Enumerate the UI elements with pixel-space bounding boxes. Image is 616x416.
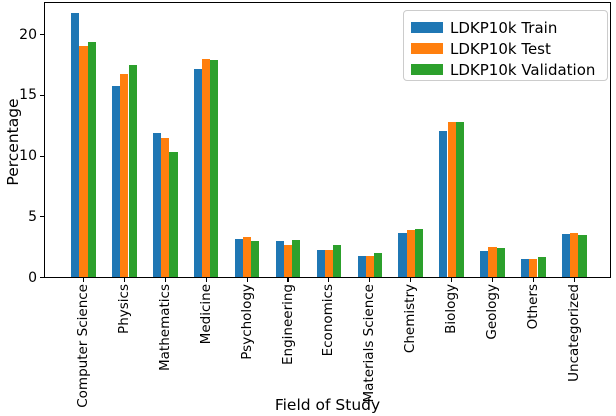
x-tick-label: Economics <box>320 283 337 356</box>
bar <box>128 65 137 278</box>
x-tick-mark <box>123 278 125 282</box>
legend-item: LDKP10k Train <box>404 17 607 38</box>
bar <box>562 233 571 278</box>
legend-label: LDKP10k Train <box>450 18 558 37</box>
bar <box>578 235 587 278</box>
x-tick-mark <box>532 278 534 282</box>
y-tick-mark <box>40 216 44 218</box>
x-tick-label: Computer Science <box>75 283 91 408</box>
legend-label: LDKP10k Validation <box>450 60 596 79</box>
y-tick-label: 15 <box>19 87 37 104</box>
x-tick-label: Materials Science <box>361 283 378 403</box>
bar <box>521 259 530 278</box>
x-tick-mark <box>573 278 575 282</box>
legend-item: LDKP10k Test <box>404 38 607 59</box>
bar <box>480 250 489 278</box>
y-axis-label: Percentage <box>4 98 22 186</box>
bar <box>112 85 121 278</box>
bar <box>234 238 243 278</box>
legend-item: LDKP10k Validation <box>404 59 607 80</box>
y-tick-label: 10 <box>19 148 37 165</box>
x-tick-mark <box>491 278 494 282</box>
bar <box>243 237 252 278</box>
x-tick-label: Physics <box>115 283 132 334</box>
bar <box>570 232 579 278</box>
bar <box>406 230 415 278</box>
x-tick-mark <box>205 278 207 282</box>
bar <box>398 232 407 278</box>
legend-label: LDKP10k Test <box>450 39 551 58</box>
bar <box>439 130 448 278</box>
bar <box>316 249 325 278</box>
y-tick-mark <box>40 94 44 97</box>
y-tick-label: 5 <box>28 208 37 225</box>
x-tick-mark <box>246 278 248 282</box>
x-tick-label: Geology <box>484 283 500 340</box>
x-tick-mark <box>328 278 330 282</box>
bar <box>447 122 456 278</box>
y-tick-label: 0 <box>28 269 37 286</box>
x-tick-mark <box>164 278 166 282</box>
y-tick-mark <box>40 276 44 279</box>
bar <box>292 239 301 278</box>
x-tick-label: Mathematics <box>156 283 173 371</box>
bar <box>79 45 88 278</box>
y-tick-mark <box>40 34 44 36</box>
bar <box>333 244 342 278</box>
x-tick-mark <box>410 278 412 282</box>
legend-swatch-icon <box>411 22 443 33</box>
x-axis-label: Field of Study <box>274 396 381 414</box>
legend-swatch-icon <box>411 43 443 54</box>
x-tick-label: Biology <box>443 283 460 334</box>
plot-area <box>44 2 611 278</box>
x-tick-mark <box>82 278 85 282</box>
x-tick-label: Uncategorized <box>565 283 582 382</box>
bar <box>488 247 497 278</box>
x-tick-label: Medicine <box>197 283 214 344</box>
bar <box>120 73 129 278</box>
bar <box>373 253 383 278</box>
y-tick-mark <box>40 155 44 157</box>
bar <box>283 244 293 278</box>
x-tick-label: Others <box>524 283 541 329</box>
bar <box>169 152 178 278</box>
x-tick-mark <box>451 278 453 282</box>
bar <box>357 255 366 278</box>
bar <box>161 137 170 278</box>
bar <box>202 59 211 278</box>
bar <box>324 249 333 278</box>
bar <box>529 259 538 278</box>
x-tick-label: Psychology <box>238 283 255 360</box>
bar <box>455 122 464 278</box>
bar <box>496 248 505 278</box>
bar <box>87 42 96 278</box>
bar <box>153 133 162 278</box>
x-tick-label: Chemistry <box>402 283 419 353</box>
x-tick-label: Engineering <box>279 283 296 365</box>
bar <box>71 12 80 278</box>
bar <box>251 241 260 278</box>
bar <box>365 255 374 278</box>
x-tick-mark <box>287 278 289 282</box>
y-tick-label: 20 <box>19 26 37 43</box>
bar <box>537 256 546 278</box>
bar <box>275 241 284 278</box>
legend: LDKP10k Train LDKP10k Test LDKP10k Validat… <box>403 10 608 81</box>
bar <box>193 68 203 278</box>
bar <box>414 228 423 278</box>
x-tick-mark <box>369 278 371 282</box>
legend-swatch-icon <box>411 64 443 75</box>
bar <box>210 60 219 278</box>
